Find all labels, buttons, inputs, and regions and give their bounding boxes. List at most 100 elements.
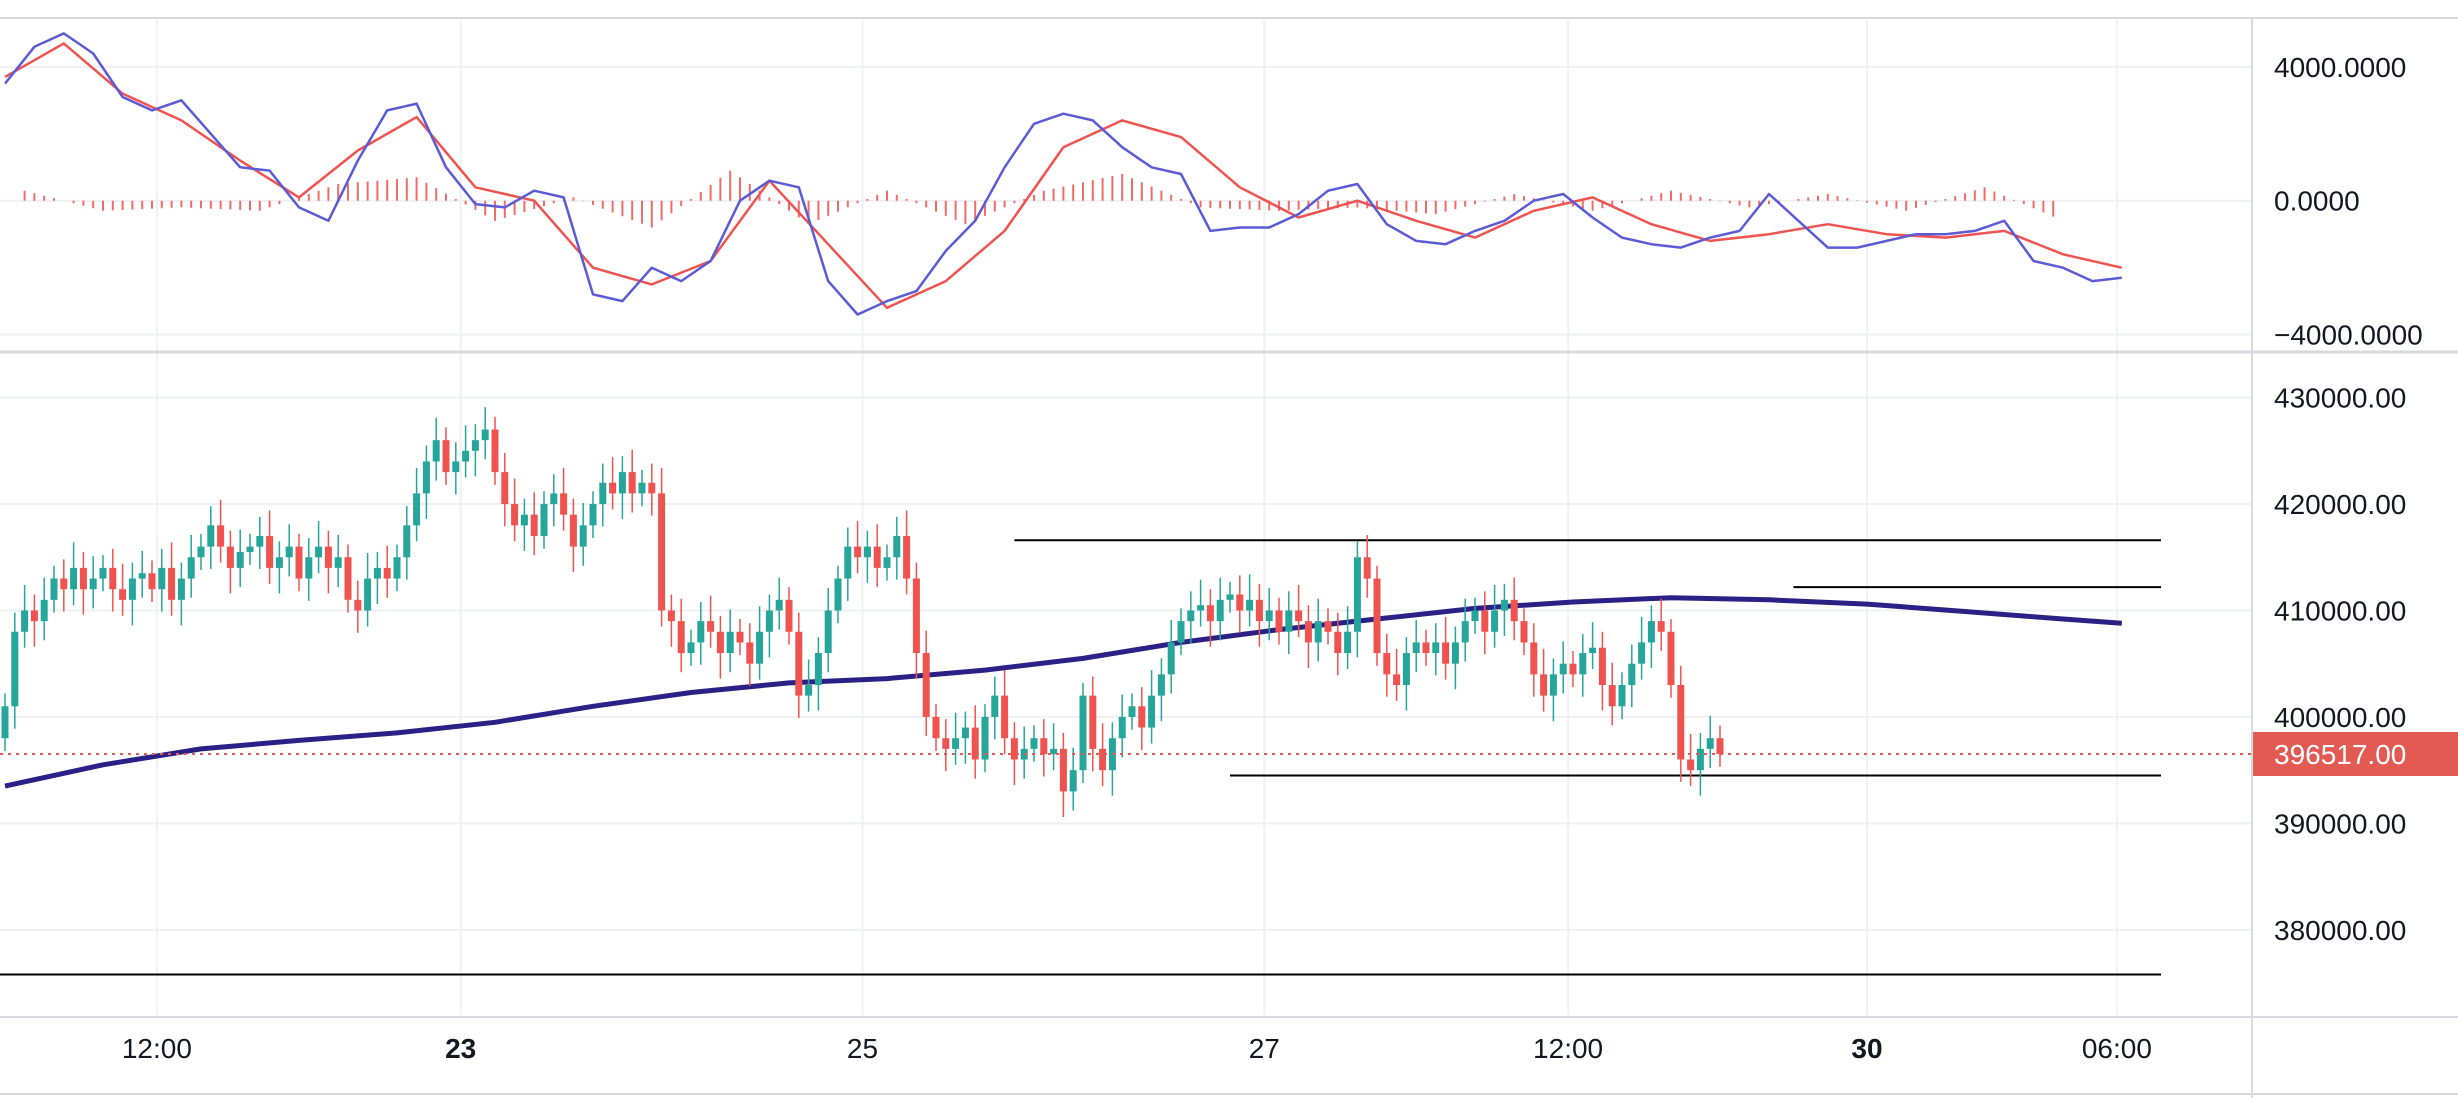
candle-body <box>1530 642 1538 675</box>
candle-body <box>1010 738 1018 760</box>
candle-body <box>1618 685 1626 707</box>
candle-body <box>491 429 499 473</box>
candle-body <box>148 573 156 590</box>
candle-body <box>1089 695 1097 749</box>
candle-body <box>462 450 470 462</box>
candle-body <box>422 461 430 494</box>
candle-body <box>569 514 577 547</box>
candle-body <box>560 493 568 515</box>
candle-body <box>1295 610 1303 622</box>
candle-body <box>60 578 68 590</box>
candle-body <box>971 727 979 760</box>
moving-average <box>4 595 2122 789</box>
candle-body <box>1099 748 1107 771</box>
candle-body <box>70 567 78 590</box>
candle-body <box>471 440 479 451</box>
price-y-tick-label: 390000.00 <box>2274 808 2406 839</box>
candle-body <box>452 461 460 473</box>
candle-body <box>530 514 538 536</box>
candle-body <box>442 440 450 473</box>
candle-body <box>658 493 666 611</box>
candle-body <box>903 535 911 579</box>
candle-body <box>746 642 754 664</box>
candle-body <box>354 599 362 611</box>
candle-body <box>1402 653 1410 685</box>
candle-body <box>393 557 401 579</box>
candle-body <box>785 599 793 632</box>
signal-line <box>4 42 2123 310</box>
candle-body <box>1324 621 1332 632</box>
candle-body <box>1363 557 1371 579</box>
candle-body <box>756 631 764 664</box>
candle-body <box>1187 610 1195 622</box>
candle-body <box>1706 738 1714 749</box>
candle-body <box>295 546 303 579</box>
candle-body <box>814 653 822 685</box>
candle-body <box>677 621 685 654</box>
candle-body <box>403 525 411 558</box>
candle-body <box>883 557 891 568</box>
candle-body <box>667 610 675 622</box>
candle-body <box>246 546 254 552</box>
candle-body <box>305 557 313 579</box>
macd-y-tick-label: 4000.0000 <box>2274 52 2406 83</box>
candle-body <box>1353 557 1361 632</box>
price-pane <box>0 407 2252 976</box>
candle-body <box>481 429 489 441</box>
candle-body <box>187 557 195 579</box>
grid-lines <box>0 20 2252 1015</box>
axes[interactable]: 4000.0000 0.0000 −4000.0000 430000.00 420000… <box>122 52 2458 1064</box>
candle-body <box>1040 738 1048 755</box>
candle-body <box>1285 610 1293 632</box>
ma-line <box>4 595 2122 789</box>
candle-body <box>501 472 509 505</box>
last-price-label: 396517.00 <box>2274 739 2406 770</box>
candle-body <box>1334 631 1342 654</box>
candle-body <box>1412 642 1420 654</box>
candle-body <box>609 482 617 494</box>
candle-body <box>1226 594 1234 600</box>
price-y-tick-label: 430000.00 <box>2274 383 2406 414</box>
candle-body <box>1589 647 1597 654</box>
candle-body <box>217 525 225 547</box>
candle-body <box>1647 621 1655 643</box>
time-tick-label: 25 <box>847 1033 878 1064</box>
candle-body <box>1716 738 1724 755</box>
candle-body <box>1148 695 1156 728</box>
candle-body <box>1687 759 1695 771</box>
candle-body <box>511 504 519 526</box>
horizontal-lines <box>0 539 2161 976</box>
macd-y-tick-label: 0.0000 <box>2274 186 2360 217</box>
candle-body <box>981 716 989 760</box>
candle-body <box>89 578 97 590</box>
candle-body <box>1236 594 1244 611</box>
candle-body <box>1491 610 1499 632</box>
candle-body <box>844 546 852 579</box>
candle-body <box>1549 674 1557 696</box>
candle-body <box>11 631 19 707</box>
candle-body <box>1050 748 1058 755</box>
candle-body <box>50 578 58 600</box>
candle-body <box>834 578 842 611</box>
candle-body <box>266 535 274 568</box>
candle-body <box>961 727 969 739</box>
candle-body <box>413 493 421 526</box>
candle-body <box>1422 642 1430 654</box>
candle-body <box>1138 706 1146 728</box>
candle-body <box>618 472 626 494</box>
candle-body <box>1275 610 1283 632</box>
candle-body <box>1569 663 1577 675</box>
pane-borders <box>0 17 2458 1098</box>
candle-body <box>550 493 558 505</box>
candle-body <box>1314 621 1322 643</box>
candle-body <box>863 546 871 558</box>
candle-body <box>1167 642 1175 675</box>
candle-body <box>1559 663 1567 675</box>
time-tick-label: 27 <box>1249 1033 1280 1064</box>
candle-body <box>207 525 215 547</box>
candle-body <box>344 557 352 600</box>
candle-body <box>109 567 117 590</box>
candle-body <box>1540 674 1548 696</box>
candle-body <box>854 546 862 558</box>
candle-body <box>1657 621 1665 632</box>
